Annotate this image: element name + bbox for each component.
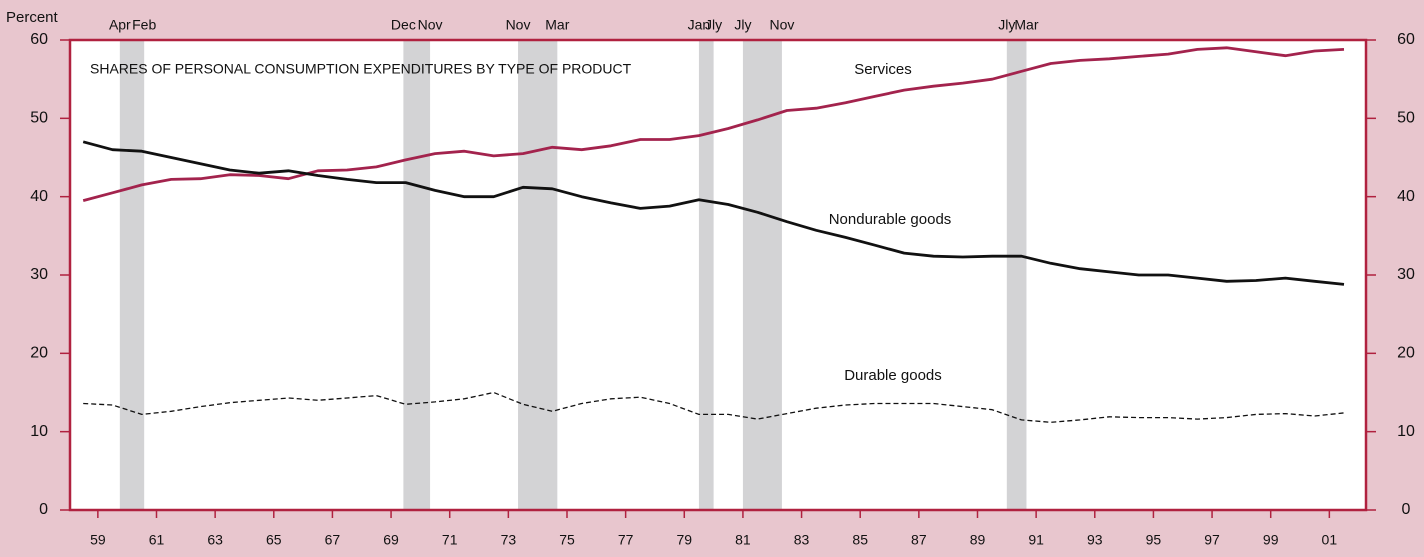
x-tick-label: 85: [852, 532, 868, 548]
recession-start-label: Jly: [734, 17, 751, 33]
x-tick-label: 71: [442, 532, 458, 548]
recession-band: [1006, 40, 1027, 510]
y-tick-label: 20: [30, 345, 48, 362]
y2-tick-label: 50: [1397, 110, 1415, 127]
y2-tick-label: 0: [1402, 501, 1411, 518]
recession-end-label: Mar: [545, 17, 569, 33]
x-tick-label: 83: [794, 532, 810, 548]
recession-start-label: Dec: [391, 17, 416, 33]
y2-tick-label: 20: [1397, 345, 1415, 362]
x-tick-label: 01: [1322, 532, 1338, 548]
series-label: Nondurable goods: [829, 211, 952, 228]
recession-band: [518, 40, 558, 510]
recession-band: [119, 40, 145, 510]
y2-tick-label: 10: [1397, 423, 1415, 440]
x-tick-label: 67: [325, 532, 341, 548]
recession-end-label: Jly: [705, 17, 722, 33]
recession-start-label: Jly: [998, 17, 1015, 33]
x-tick-label: 77: [618, 532, 634, 548]
x-tick-label: 65: [266, 532, 282, 548]
chart-title: SHARES OF PERSONAL CONSUMPTION EXPENDITU…: [90, 61, 632, 77]
recession-band: [742, 40, 782, 510]
y2-tick-label: 40: [1397, 188, 1415, 205]
recession-start-label: Apr: [109, 17, 131, 33]
recession-start-label: Jan: [688, 17, 711, 33]
x-tick-label: 87: [911, 532, 927, 548]
series-line: [82, 140, 1345, 286]
recession-end-label: Mar: [1014, 17, 1038, 33]
recession-end-label: Nov: [769, 17, 794, 33]
x-tick-label: 91: [1028, 532, 1044, 548]
x-tick-label: 81: [735, 532, 751, 548]
recession-band: [698, 40, 714, 510]
x-tick-label: 89: [970, 532, 986, 548]
recession-end-label: Feb: [132, 17, 156, 33]
series-label: Services: [854, 61, 912, 78]
x-tick-label: 69: [383, 532, 399, 548]
y-axis-label: Percent: [6, 9, 59, 26]
recession-end-label: Nov: [418, 17, 443, 33]
series-line: [83, 391, 1345, 423]
x-tick-label: 75: [559, 532, 575, 548]
y-tick-label: 50: [30, 110, 48, 127]
x-tick-label: 79: [676, 532, 692, 548]
y-tick-label: 30: [30, 266, 48, 283]
y-tick-label: 60: [30, 31, 48, 48]
x-tick-label: 95: [1146, 532, 1162, 548]
x-tick-label: 93: [1087, 532, 1103, 548]
x-tick-label: 61: [149, 532, 165, 548]
x-tick-label: 59: [90, 532, 106, 548]
recession-band: [403, 40, 431, 510]
y2-tick-label: 30: [1397, 266, 1415, 283]
x-tick-label: 73: [501, 532, 517, 548]
x-tick-label: 97: [1204, 532, 1220, 548]
x-tick-label: 99: [1263, 532, 1279, 548]
y-tick-label: 40: [30, 188, 48, 205]
series-label: Durable goods: [844, 367, 942, 384]
recession-start-label: Nov: [506, 17, 531, 33]
x-tick-label: 63: [207, 532, 223, 548]
y-tick-label: 0: [39, 501, 48, 518]
y-tick-label: 10: [30, 423, 48, 440]
series-line: [82, 46, 1345, 202]
y2-tick-label: 60: [1397, 31, 1415, 48]
